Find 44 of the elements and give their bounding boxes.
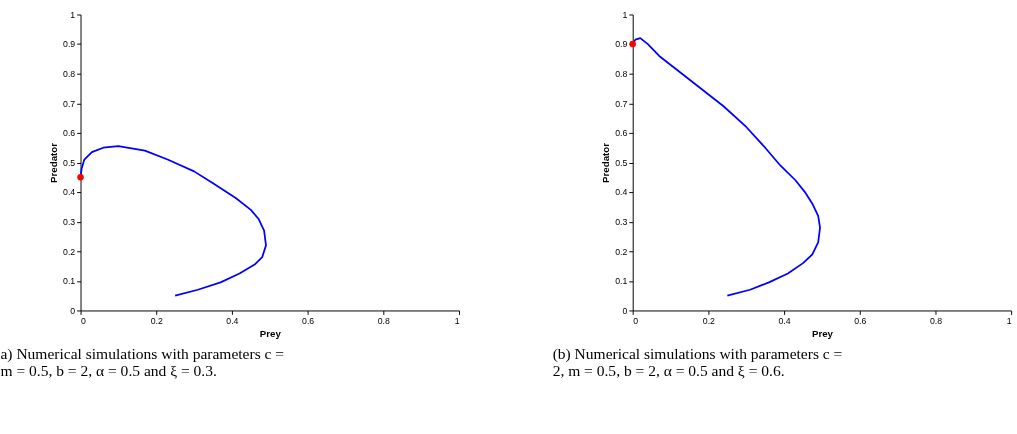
text: m = 0.5, b = 2, α = 0.5 and ξ = 0.3. [0,362,217,380]
y-axis-title: Predator [48,142,60,183]
y-tick-label: 0 [70,305,76,316]
x-tick-label: 0 [633,315,639,326]
x-tick-label: 0.4 [778,315,791,326]
text: a) Numerical simulations with parameters c = [0,345,285,363]
y-tick-label: 0.6 [63,128,76,139]
x-tick-label: 1 [454,315,460,326]
y-tick-label: 0.9 [63,39,76,50]
x-tick-label: 0.2 [150,315,163,326]
y-tick-label: 0.1 [615,276,628,287]
y-tick-label: 0.4 [63,187,76,198]
line-series [79,145,267,297]
y-tick-label: 0.6 [615,128,628,139]
y-tick-label: 0.8 [615,69,628,80]
y-tick-label: 0.3 [63,217,76,228]
x-tick-label: 0.4 [226,315,239,326]
line-series [631,37,821,297]
x-tick-label: 0 [81,315,87,326]
y-tick-label: 0.7 [63,98,76,109]
x-tick-label: 0.6 [302,315,315,326]
y-tick-label: 0.9 [615,39,628,50]
x-axis-title: Prey [811,328,834,340]
text: 2, m = 0.5, b = 2, α = 0.5 and ξ = 0.6. [552,362,785,380]
y-tick-label: 0.2 [63,246,76,257]
y-tick-label: 0.4 [615,187,628,198]
y-tick-label: 0 [622,305,628,316]
x-axis-title: Prey [259,328,282,340]
y-tick-label: 0.5 [63,157,76,168]
y-tick-label: 0.3 [615,217,628,228]
y-tick-label: 0.5 [615,157,628,168]
x-tick-label: 0.8 [377,315,391,326]
y-axis-title: Predator [600,142,612,183]
y-tick-label: 0.1 [63,276,76,287]
y-tick-label: 0.2 [615,246,628,257]
x-tick-label: 0.2 [702,315,716,326]
y-tick-label: 1 [622,9,628,20]
y-tick-label: 0.8 [63,69,76,80]
x-tick-label: 0.8 [929,315,943,326]
y-tick-label: 0.7 [615,98,628,109]
y-tick-label: 1 [70,9,76,20]
x-tick-label: 0.6 [854,315,867,326]
x-tick-label: 1 [1006,315,1012,326]
text: (b) Numerical simulations with parameters c = [552,345,843,363]
